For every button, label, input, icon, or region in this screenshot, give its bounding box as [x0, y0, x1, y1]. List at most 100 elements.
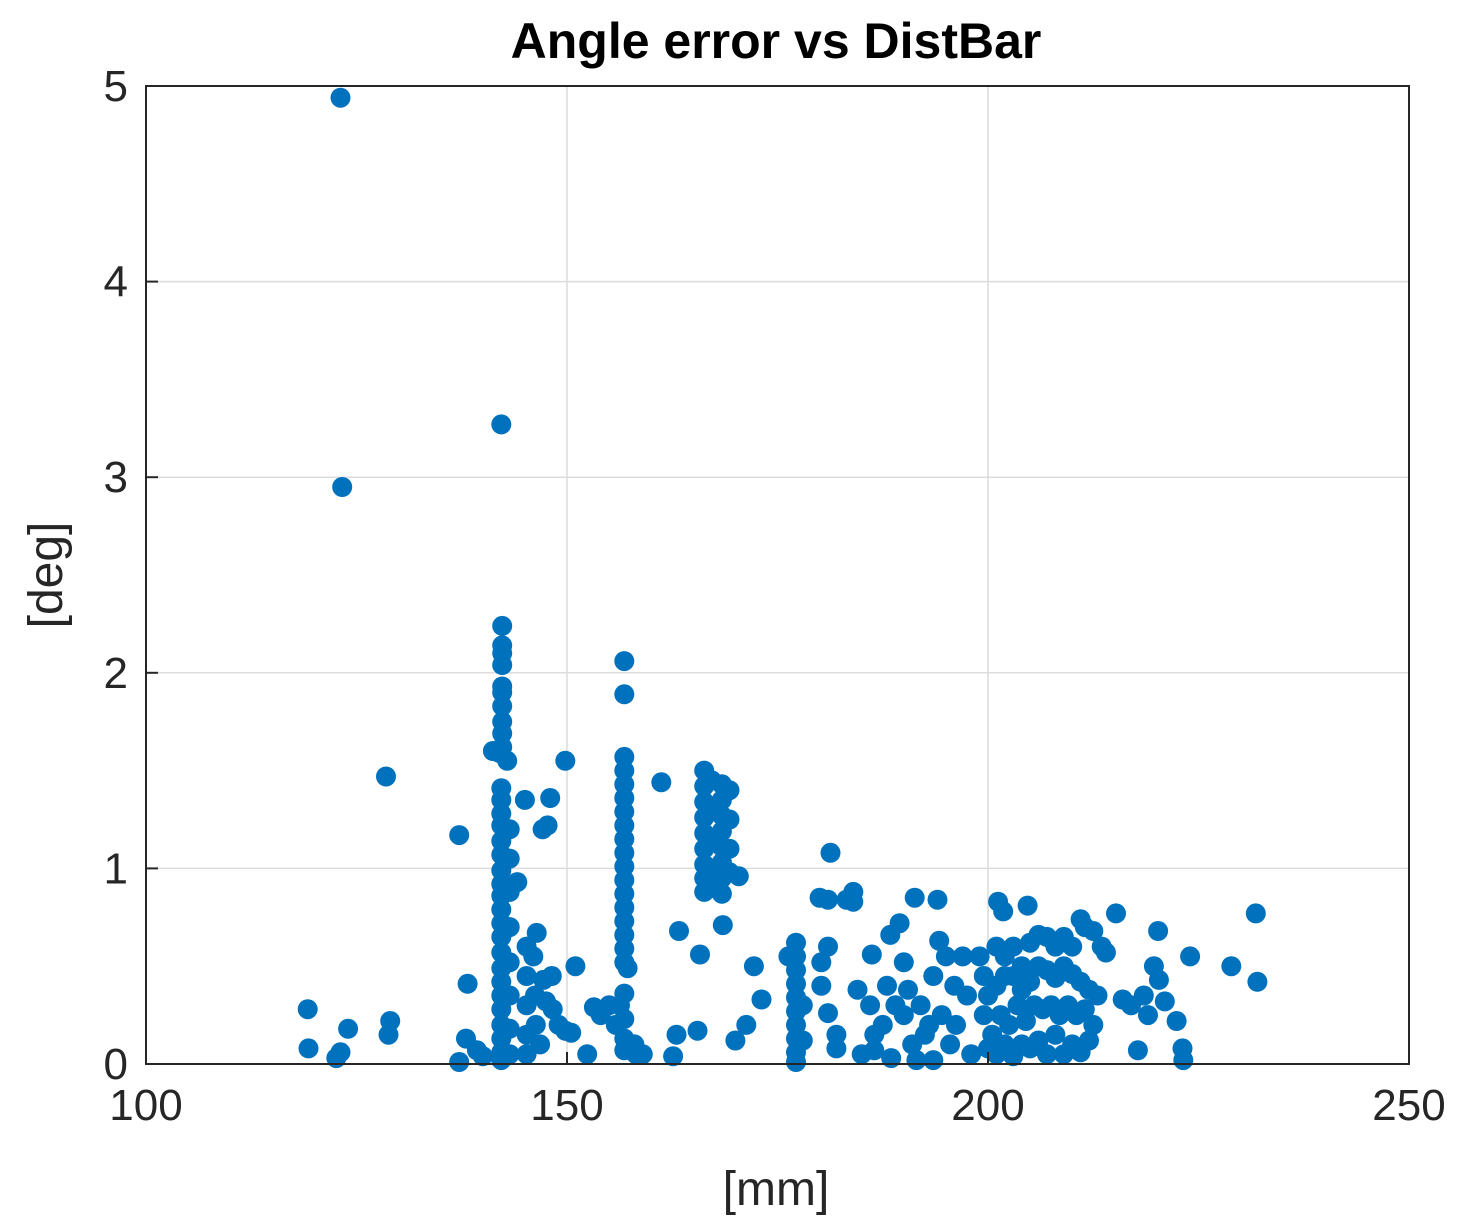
data-point — [860, 995, 881, 1016]
data-point — [1180, 946, 1201, 967]
data-point — [614, 651, 635, 672]
data-point — [605, 1014, 626, 1035]
data-point — [940, 1034, 961, 1055]
data-point — [929, 930, 950, 951]
data-point — [599, 995, 620, 1016]
x-tick-label: 250 — [1372, 1081, 1445, 1130]
data-point — [614, 760, 635, 781]
data-point — [666, 1024, 687, 1045]
data-point — [1083, 1014, 1104, 1035]
data-point — [725, 1030, 746, 1051]
data-point — [923, 966, 944, 986]
data-point — [1127, 1040, 1148, 1061]
data-point — [491, 414, 512, 435]
data-point — [969, 946, 990, 967]
data-point — [820, 842, 841, 863]
data-point — [492, 615, 513, 636]
data-point — [614, 684, 635, 705]
data-point — [457, 973, 478, 994]
plot-area-frame — [145, 85, 1410, 1065]
data-point — [1020, 971, 1041, 992]
data-point — [910, 995, 931, 1016]
data-point — [923, 1050, 944, 1071]
data-point — [669, 921, 689, 941]
x-tick-label: 200 — [951, 1081, 1024, 1130]
data-point — [338, 1018, 359, 1039]
data-point — [449, 1052, 470, 1072]
data-point — [687, 1020, 708, 1041]
data-point — [499, 819, 520, 840]
data-point — [906, 1050, 927, 1071]
data-point — [577, 1044, 598, 1065]
data-point — [1062, 936, 1083, 957]
data-point — [492, 696, 513, 717]
y-tick-label: 1 — [104, 844, 128, 893]
data-point — [614, 746, 635, 767]
y-tick-label: 2 — [104, 649, 128, 698]
data-point — [1045, 1024, 1066, 1045]
data-point — [898, 979, 918, 1000]
data-point — [540, 788, 561, 808]
data-point — [1095, 942, 1116, 963]
data-point — [826, 1038, 847, 1059]
data-point — [651, 772, 672, 793]
data-point — [499, 1018, 520, 1039]
data-point — [614, 911, 635, 932]
data-point — [889, 913, 910, 934]
x-axis-label: [mm] — [723, 1163, 830, 1216]
data-point — [1079, 1030, 1099, 1051]
data-point — [1154, 991, 1175, 1012]
y-tick-label: 4 — [104, 258, 128, 307]
data-point — [993, 901, 1014, 922]
data-point — [952, 946, 973, 967]
data-point — [881, 1048, 902, 1069]
y-tick-label: 5 — [104, 62, 128, 111]
data-point — [711, 883, 732, 904]
data-point — [614, 897, 635, 918]
data-point — [1166, 1011, 1187, 1031]
data-point — [712, 915, 733, 936]
data-point — [514, 789, 535, 810]
data-point — [565, 956, 586, 977]
data-point — [541, 966, 562, 986]
data-point — [378, 1024, 399, 1045]
data-point — [719, 809, 740, 830]
data-point — [736, 1014, 757, 1035]
data-point — [617, 958, 638, 979]
data-point — [492, 682, 513, 703]
data-point — [961, 1044, 982, 1065]
data-point — [728, 866, 749, 887]
data-point — [861, 944, 882, 965]
data-point — [614, 774, 635, 795]
data-point — [786, 1052, 806, 1072]
data-point — [614, 870, 635, 891]
data-point — [492, 723, 513, 744]
data-point — [614, 815, 635, 836]
data-point — [786, 1014, 806, 1035]
data-point — [499, 848, 520, 869]
data-point — [904, 887, 925, 908]
data-point — [492, 655, 513, 675]
data-point — [864, 1040, 885, 1061]
data-point — [872, 1014, 893, 1035]
data-point — [561, 1022, 582, 1043]
data-point — [811, 952, 832, 973]
data-point — [537, 815, 558, 836]
data-point — [826, 1024, 847, 1045]
data-point — [877, 975, 897, 996]
data-point — [614, 829, 635, 850]
data-point — [1106, 903, 1126, 924]
data-point — [526, 922, 547, 943]
data-point — [743, 956, 764, 977]
data-point — [472, 1046, 493, 1067]
data-point — [811, 975, 832, 996]
data-point — [1245, 903, 1266, 924]
data-point — [786, 973, 806, 994]
data-point — [843, 891, 864, 912]
data-point — [751, 989, 772, 1010]
data-point — [999, 1014, 1020, 1035]
data-point — [332, 477, 353, 497]
data-point — [376, 766, 396, 787]
